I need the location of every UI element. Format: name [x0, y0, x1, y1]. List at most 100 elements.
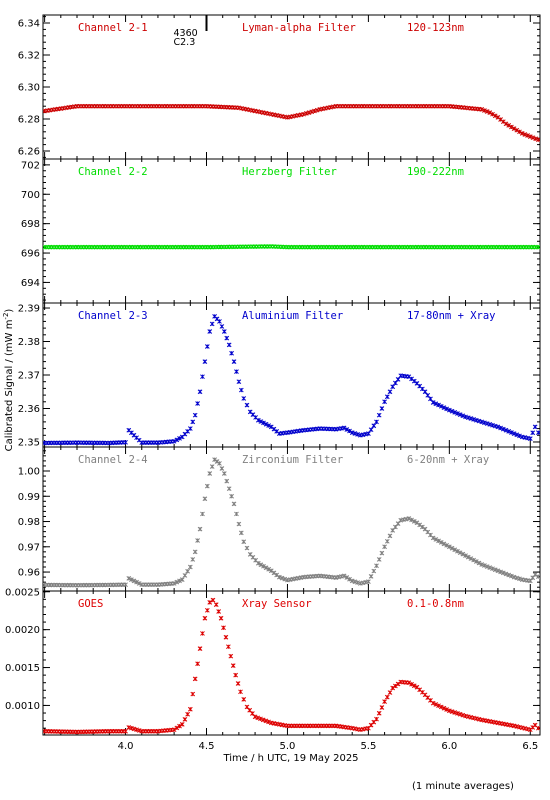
panel-header-filter: Herzberg Filter: [242, 166, 337, 178]
data-point: [482, 563, 487, 568]
data-point: [471, 557, 476, 563]
data-point: [506, 123, 512, 128]
data-point: [492, 423, 498, 429]
data-point: [465, 554, 471, 560]
data-point: [197, 389, 203, 395]
data-point: [207, 600, 213, 605]
data-point: [207, 471, 213, 476]
data-point: [341, 573, 347, 579]
panel-header-channel: Channel 2-2: [78, 166, 148, 178]
data-point: [374, 419, 379, 425]
data-point: [530, 430, 536, 436]
panel-header-band: 17-80nm + Xray: [407, 310, 496, 322]
panel-header-channel: Channel 2-3: [78, 310, 148, 322]
data-point: [473, 559, 479, 564]
data-point: [258, 562, 264, 568]
y-tick-label: 0.98: [18, 517, 40, 528]
data-point: [263, 421, 269, 427]
y-tick-label: 2.36: [18, 404, 40, 415]
data-point: [309, 109, 315, 115]
data-point: [229, 493, 234, 499]
data-point: [422, 389, 428, 395]
data-point: [444, 542, 449, 548]
data-point: [255, 715, 261, 721]
data-point: [171, 438, 177, 444]
data-point: [229, 350, 234, 356]
data-point: [371, 423, 377, 429]
data-point: [258, 419, 264, 424]
data-point: [224, 478, 230, 484]
data-point: [479, 562, 485, 567]
data-point: [468, 556, 474, 561]
data-point: [479, 419, 485, 425]
panel-frame: [42, 302, 541, 448]
data-point: [174, 579, 180, 585]
data-point: [455, 548, 460, 554]
data-point: [498, 425, 503, 431]
data-point: [221, 329, 227, 334]
data-point: [209, 321, 215, 327]
panel-frame: [42, 158, 541, 304]
data-point: [236, 521, 242, 527]
data-point: [511, 431, 517, 436]
data-point: [261, 563, 266, 569]
data-point: [532, 572, 538, 577]
data-point: [536, 725, 540, 731]
data-point: [226, 486, 232, 492]
data-point: [171, 727, 177, 733]
y-tick-label: 0.0025: [5, 587, 40, 598]
data-point: [444, 707, 449, 712]
data-point: [202, 359, 208, 364]
x-axis: 4.0 4.5 5.0 5.5 6.0 6.5: [118, 741, 539, 752]
data-point: [255, 560, 261, 566]
data-point: [192, 549, 198, 555]
data-point: [382, 544, 387, 550]
data-point: [238, 387, 244, 393]
data-point: [457, 412, 463, 417]
data-point: [492, 567, 498, 573]
data-point: [500, 426, 506, 432]
data-point: [344, 575, 350, 580]
data-point: [279, 575, 285, 581]
data-point: [123, 582, 128, 588]
data-point: [177, 723, 182, 729]
data-point: [266, 719, 271, 725]
data-point: [200, 631, 205, 636]
data-point: [123, 439, 128, 445]
data-point: [200, 511, 205, 517]
data-point: [409, 681, 414, 687]
data-point: [366, 431, 371, 436]
data-point: [476, 560, 482, 566]
data-point: [487, 422, 493, 427]
data-point: [228, 653, 234, 659]
data-point: [449, 408, 455, 414]
data-point: [441, 705, 447, 711]
data-point: [500, 570, 506, 576]
data-point: [368, 427, 374, 433]
y-tick-label: 2.37: [18, 371, 40, 382]
data-point: [179, 577, 185, 582]
data-point: [463, 414, 468, 420]
data-point: [527, 134, 533, 139]
y-tick-label: 694: [21, 278, 40, 289]
data-point: [395, 376, 401, 382]
x-tick-label: 5.5: [360, 741, 376, 752]
data-point: [192, 676, 198, 682]
y-axis-title-text: Calibrated Signal / (mW m: [4, 320, 15, 452]
data-point: [174, 437, 180, 443]
y-tick-label: 0.0010: [5, 701, 40, 712]
data-point: [366, 579, 371, 585]
panel-header-filter: Zirconium Filter: [242, 454, 343, 466]
data-point: [195, 401, 200, 406]
panel-header-filter: Aluminium Filter: [242, 310, 343, 322]
flare-marker-label: 4360: [174, 28, 198, 39]
data-point: [436, 703, 441, 709]
flare-marker-label: C2.3: [174, 37, 196, 48]
data-point: [244, 545, 250, 551]
y-tick-label: 698: [21, 219, 40, 230]
data-point: [411, 519, 417, 524]
data-point: [455, 411, 460, 416]
data-point: [484, 564, 490, 569]
y-tick-label: 6.26: [18, 147, 40, 158]
y-tick-label: 6.32: [18, 51, 40, 62]
